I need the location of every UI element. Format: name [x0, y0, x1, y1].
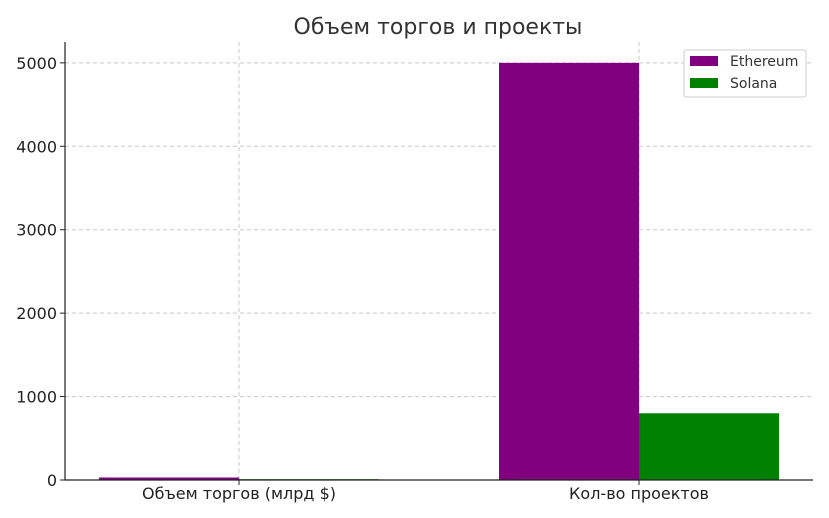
bars	[99, 62, 779, 480]
legend-swatch-solana	[690, 78, 718, 88]
x-tick-label: Кол-во проектов	[569, 484, 709, 503]
y-tick-label: 1000	[16, 388, 57, 407]
y-tick-label: 0	[47, 471, 57, 490]
y-tick-labels: 0 1000 2000 3000 4000 5000	[16, 54, 57, 490]
x-tick-labels: Объем торгов (млрд $) Кол-во проектов	[142, 484, 709, 503]
y-tick-label: 5000	[16, 54, 57, 73]
legend-label-solana: Solana	[730, 76, 777, 92]
y-tick-label: 2000	[16, 304, 57, 323]
chart-title: Объем торгов и проекты	[294, 15, 583, 40]
bar-solana-1	[639, 413, 779, 480]
legend-swatch-ethereum	[690, 56, 718, 66]
x-tick-label: Объем торгов (млрд $)	[142, 484, 336, 503]
legend: Ethereum Solana	[683, 49, 807, 98]
axes	[60, 42, 813, 485]
y-tick-label: 4000	[16, 137, 57, 156]
y-tick-label: 3000	[16, 221, 57, 240]
bar-ethereum-0	[99, 477, 239, 480]
legend-label-ethereum: Ethereum	[730, 54, 798, 70]
bar-ethereum-1	[499, 62, 639, 480]
